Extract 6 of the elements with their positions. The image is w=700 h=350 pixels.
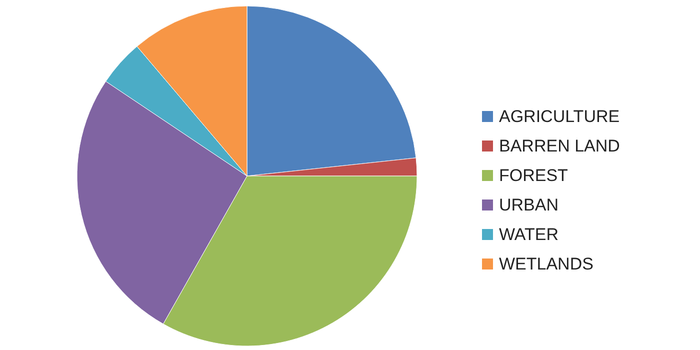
legend-label: FOREST	[499, 166, 568, 185]
legend-label: BARREN LAND	[499, 136, 620, 156]
legend-label: URBAN	[499, 196, 559, 214]
legend-label: AGRICULTURE	[499, 107, 620, 126]
legend-label: WATER	[499, 225, 558, 244]
legend-label: WETLANDS	[499, 254, 594, 274]
